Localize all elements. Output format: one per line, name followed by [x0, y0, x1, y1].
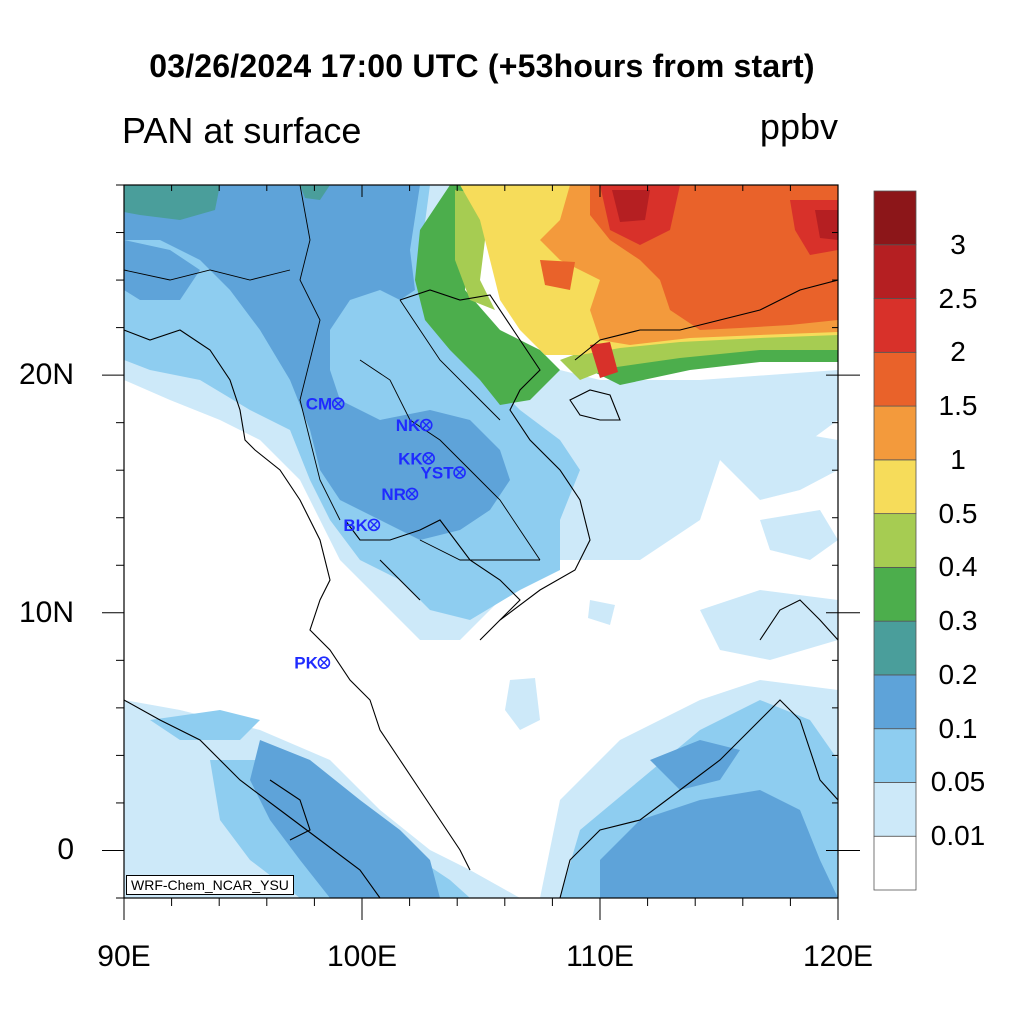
colorbar-swatch: [873, 190, 917, 246]
station-marker-icon: [331, 397, 345, 410]
model-watermark: WRF-Chem_NCAR_YSU: [126, 875, 294, 895]
station-pk: PK: [294, 654, 331, 673]
station-marker-icon: [419, 418, 433, 432]
field-0p3: [415, 185, 560, 405]
colorbar-label: 1: [950, 443, 966, 475]
colorbar-label: 0.01: [930, 820, 986, 852]
station-marker-icon: [422, 452, 435, 465]
station-bk: BK: [343, 516, 381, 535]
units-label: ppbv: [759, 106, 838, 147]
station-label: KK: [398, 449, 423, 468]
colorbar-swatch: [873, 835, 917, 891]
colorbar-label: 1.5: [938, 390, 978, 422]
colorbar-swatch: [873, 620, 917, 676]
station-marker-icon: [317, 656, 331, 670]
station-label: PK: [294, 654, 318, 673]
colorbar-label: 0.5: [938, 497, 978, 529]
x-tick-label: 120E: [802, 940, 874, 973]
colorbar-swatch: [873, 298, 917, 353]
station-kk: KK: [398, 449, 435, 468]
colorbar-swatch: [873, 674, 917, 730]
colorbar-swatch: [873, 244, 917, 299]
map-title: 03/26/2024 17:00 UTC (+53hours from star…: [149, 48, 815, 84]
plot-frame: [123, 184, 839, 899]
y-tick-label: 10N: [18, 595, 74, 629]
colorbar-swatch: [873, 513, 917, 568]
colorbar-label: 3: [950, 228, 966, 260]
colorbar-swatch: [873, 782, 917, 837]
coastlines: [124, 279, 838, 898]
tick-marks: [102, 184, 860, 920]
colorbar-swatch: [873, 459, 917, 515]
station-label: CM: [306, 395, 332, 414]
field-2p5: [612, 190, 650, 222]
station-label: NK: [396, 416, 421, 435]
station-marker-icon: [405, 487, 419, 501]
colorbar-swatch: [873, 351, 917, 407]
station-nk: NK: [396, 416, 433, 435]
colorbar-label: 2: [950, 336, 966, 368]
y-tick-label: 20N: [18, 358, 74, 392]
colorbar-swatch: [873, 566, 917, 622]
colorbar-swatch: [873, 405, 917, 461]
colorbar-label: 0.05: [930, 766, 986, 798]
colorbar: [873, 190, 917, 891]
station-label: BK: [343, 516, 368, 535]
field-0p1: [124, 185, 510, 540]
colorbar-label: 2.5: [938, 282, 978, 314]
station-marker-icon: [453, 466, 466, 479]
station-nr: NR: [381, 485, 419, 504]
station-cm: CM: [306, 395, 345, 414]
colorbar-label: 0.4: [938, 551, 978, 583]
station-yst: YST: [421, 464, 466, 483]
y-tick-label: 0: [57, 833, 74, 867]
map-subtitle: PAN at surface: [122, 110, 362, 151]
station-marker-icon: [367, 518, 381, 532]
x-tick-label: 100E: [326, 940, 398, 973]
colorbar-label: 0.3: [938, 605, 978, 637]
station-label: YST: [421, 464, 455, 483]
x-tick-label: 90E: [97, 940, 151, 973]
concentration-field: [124, 185, 838, 898]
station-label: NR: [381, 485, 406, 504]
field-0p2: [124, 185, 220, 220]
colorbar-label: 0.1: [938, 712, 978, 744]
borders: [124, 185, 541, 561]
colorbar-swatch: [873, 728, 917, 783]
colorbar-label: 0.2: [938, 658, 978, 690]
x-tick-label: 110E: [566, 940, 634, 973]
